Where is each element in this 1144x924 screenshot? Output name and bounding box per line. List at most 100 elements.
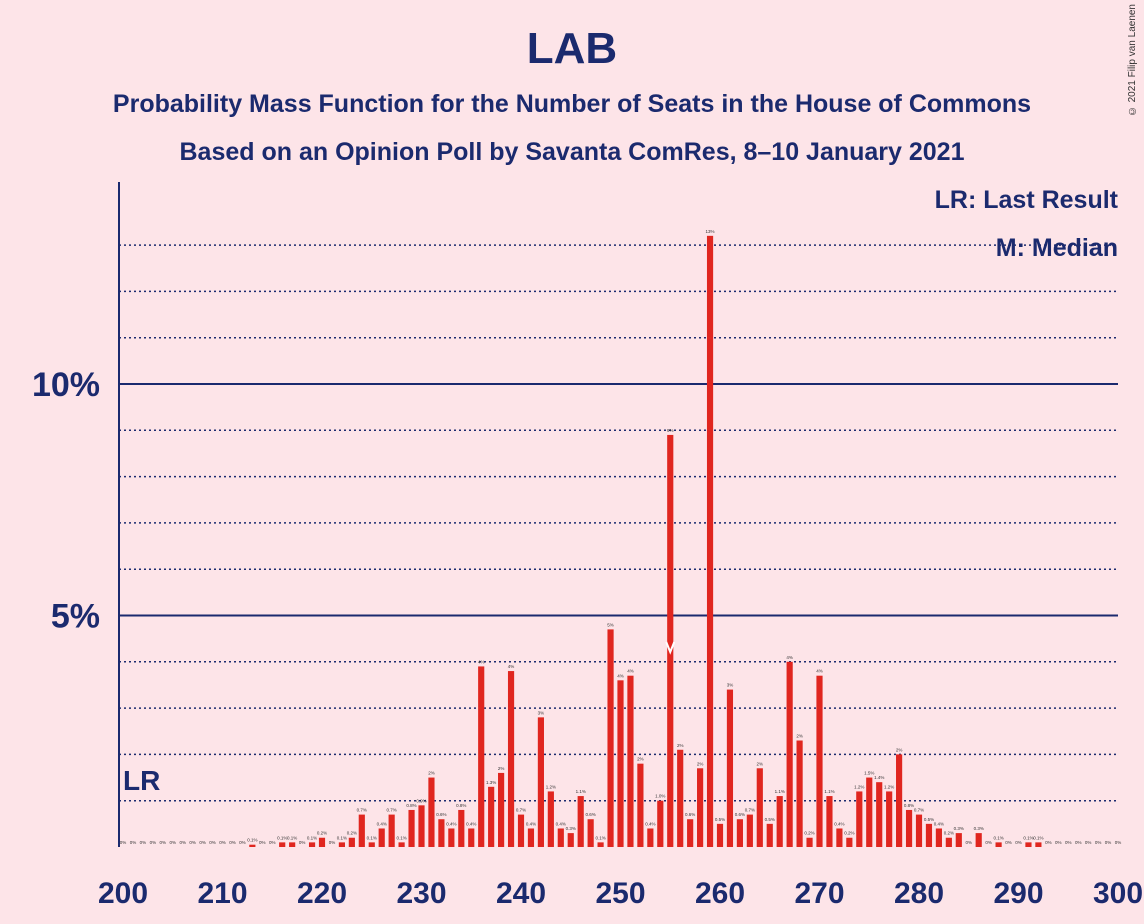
data-label: 0% — [1005, 840, 1012, 845]
data-label: 0.1% — [367, 835, 377, 840]
bar-seat-266 — [776, 796, 783, 847]
x-tick-label: 250 — [595, 877, 645, 910]
bar-seat-279 — [905, 809, 913, 847]
bar-seat-240 — [517, 814, 525, 847]
x-tick-label: 290 — [993, 877, 1043, 910]
data-label: 0.8% — [904, 803, 914, 808]
data-label: 0.1% — [1023, 835, 1033, 840]
bar-seat-235 — [468, 828, 475, 847]
bar-seat-243 — [547, 791, 554, 847]
bar-seat-251 — [627, 675, 634, 847]
bar-seat-247 — [587, 819, 594, 847]
data-label: 0.4% — [446, 821, 456, 826]
data-label: 0% — [219, 840, 226, 845]
data-label: 0% — [1105, 840, 1112, 845]
chart-title: LAB — [526, 24, 618, 73]
bar-seat-237 — [488, 786, 495, 847]
data-label: 0.3% — [954, 826, 964, 831]
data-label: 0.7% — [914, 808, 924, 813]
bar-seat-258 — [697, 768, 704, 847]
data-label: 0.1% — [277, 835, 287, 840]
data-label: 1.2% — [884, 784, 894, 789]
bar-seat-250 — [617, 680, 624, 847]
data-label: 0.1% — [247, 838, 257, 843]
bar-seat-216 — [279, 842, 286, 847]
bar-seat-256 — [677, 749, 684, 847]
x-tick-label: 200 — [98, 877, 148, 910]
data-label: 0.2% — [317, 831, 327, 836]
data-label: 0.1% — [993, 835, 1003, 840]
data-label: 2% — [428, 771, 435, 776]
data-label: 0.3% — [566, 826, 576, 831]
bar-seat-228 — [398, 842, 405, 847]
data-label: 0% — [199, 840, 206, 845]
data-label: 0.2% — [844, 831, 854, 836]
bar-seat-283 — [945, 837, 952, 847]
bar-seat-273 — [846, 837, 853, 847]
data-label: 0.4% — [556, 821, 566, 826]
data-label: 1.1% — [576, 789, 586, 794]
bar-seat-226 — [378, 828, 385, 847]
bar-seat-274 — [856, 791, 863, 847]
data-label: 4% — [617, 673, 624, 678]
chart-subtitle-poll: Based on an Opinion Poll by Savanta ComR… — [179, 138, 965, 166]
data-label: 4% — [627, 669, 634, 674]
bar-seat-275 — [866, 777, 873, 847]
data-label: 0% — [209, 840, 216, 845]
data-label: 0.6% — [436, 812, 446, 817]
data-label: 0% — [179, 840, 186, 845]
bar-seat-232 — [438, 819, 445, 847]
data-label: 0.1% — [287, 835, 297, 840]
data-label: 2% — [796, 734, 803, 739]
bar-seat-272 — [836, 828, 843, 847]
data-label: 4% — [816, 669, 823, 674]
data-label: 1.1% — [824, 789, 834, 794]
data-label: 0.2% — [347, 831, 357, 836]
bar-seat-230 — [418, 805, 425, 847]
data-label: 1.2% — [546, 784, 556, 789]
bar-seat-252 — [637, 763, 644, 847]
median-marker — [665, 641, 676, 655]
bar-seat-282 — [935, 828, 942, 847]
bar-seat-217 — [289, 842, 296, 847]
data-label: 2% — [896, 747, 903, 752]
legend-last-result: LR: Last Result — [934, 186, 1118, 214]
data-label: 0% — [189, 840, 196, 845]
data-label: 0.4% — [526, 821, 536, 826]
data-label: 13% — [706, 229, 715, 234]
data-label: 0.1% — [1033, 835, 1043, 840]
data-label: 0% — [1095, 840, 1102, 845]
data-label: 2% — [498, 766, 505, 771]
data-label: 1.4% — [874, 775, 884, 780]
legend-median: M: Median — [995, 234, 1118, 262]
data-label: 0.4% — [834, 821, 844, 826]
bar-seat-220 — [318, 837, 326, 847]
data-label: 1.5% — [864, 771, 874, 776]
data-label: 0.7% — [516, 808, 526, 813]
bar-seat-263 — [746, 814, 753, 847]
data-label: 0% — [130, 840, 137, 845]
data-label: 0.6% — [735, 812, 745, 817]
bar-seat-264 — [756, 768, 763, 847]
bar-seat-233 — [448, 828, 455, 847]
data-label: 0% — [229, 840, 236, 845]
data-label: 0% — [259, 840, 266, 845]
bar-seat-268 — [796, 740, 803, 847]
data-label: 0% — [160, 840, 167, 845]
data-label: 0.8% — [456, 803, 466, 808]
bar-seat-213 — [249, 844, 256, 847]
bar-seat-286 — [975, 833, 982, 847]
bar-seat-244 — [557, 828, 564, 847]
data-label: 0.5% — [765, 817, 775, 822]
data-label: 2% — [677, 743, 684, 748]
data-label: 0.7% — [745, 808, 755, 813]
bar-seat-288 — [995, 842, 1002, 847]
data-label: 0.2% — [944, 831, 954, 836]
bar-seat-241 — [527, 828, 535, 847]
data-label: 4% — [786, 655, 793, 660]
y-tick-label: 10% — [32, 366, 100, 404]
bar-seat-254 — [657, 800, 664, 847]
bar-seat-223 — [348, 837, 355, 847]
bar-seat-278 — [896, 754, 903, 847]
